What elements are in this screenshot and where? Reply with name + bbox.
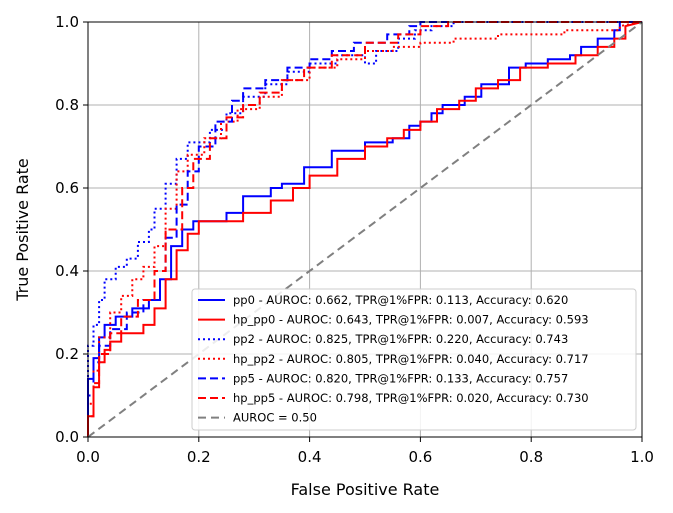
y-tick-label: 0.0 [55, 428, 79, 446]
y-tick-label: 0.8 [55, 96, 79, 114]
y-tick-label: 1.0 [55, 13, 79, 31]
legend: pp0 - AUROC: 0.662, TPR@1%FPR: 0.113, Ac… [191, 288, 637, 431]
series-line-1 [87, 21, 643, 437]
series-line-0 [87, 21, 642, 437]
series-layer [87, 21, 643, 438]
x-tick-label: 0.0 [76, 448, 100, 466]
y-tick-label: 0.2 [55, 345, 79, 363]
series-line-2 [87, 21, 642, 437]
x-tick-label: 0.2 [187, 448, 211, 466]
series-line-5 [87, 21, 642, 437]
y-axis-label: True Positive Rate [13, 158, 32, 302]
legend-entry: hp_pp2 - AUROC: 0.805, TPR@1%FPR: 0.040,… [233, 352, 589, 366]
legend-box [191, 288, 637, 431]
legend-entry: hp_pp0 - AUROC: 0.643, TPR@1%FPR: 0.007,… [233, 313, 589, 327]
x-tick-label: 0.8 [519, 448, 543, 466]
x-tick-label: 0.6 [408, 448, 432, 466]
legend-entry: AUROC = 0.50 [233, 411, 317, 425]
x-tick-label: 0.4 [298, 448, 322, 466]
x-tick-label: 1.0 [630, 448, 654, 466]
axis-ticks: 0.0 0.2 0.4 0.6 0.8 1.0 0.0 0.2 0.4 0.6 0.8 1.0 [55, 13, 654, 466]
legend-entry: pp5 - AUROC: 0.820, TPR@1%FPR: 0.133, Ac… [233, 371, 568, 385]
legend-entry: pp0 - AUROC: 0.662, TPR@1%FPR: 0.113, Ac… [233, 293, 568, 307]
legend-entry: hp_pp5 - AUROC: 0.798, TPR@1%FPR: 0.020,… [233, 391, 589, 405]
y-tick-label: 0.4 [55, 262, 79, 280]
series-line-6 [87, 21, 643, 438]
y-tick-label: 0.6 [55, 179, 79, 197]
x-axis-label: False Positive Rate [291, 480, 440, 499]
legend-entry: pp2 - AUROC: 0.825, TPR@1%FPR: 0.220, Ac… [233, 332, 568, 346]
plot-frame [87, 21, 643, 438]
